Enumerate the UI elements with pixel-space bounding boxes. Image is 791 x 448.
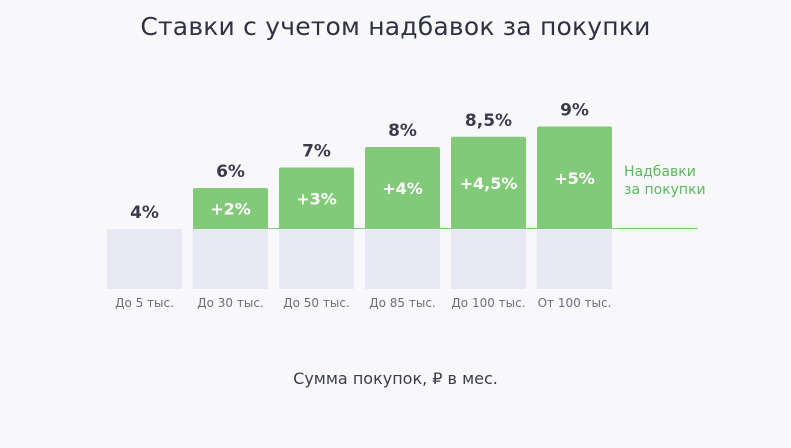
- total-rate-label: 4%: [130, 203, 159, 223]
- bonus-label: +2%: [210, 200, 251, 219]
- bonus-bar: [279, 167, 354, 229]
- bonus-label: +4,5%: [460, 174, 518, 193]
- bonus-bar: [365, 147, 440, 229]
- base-bar: [279, 229, 354, 289]
- bonus-bar: [451, 136, 526, 229]
- legend-line-2: за покупки: [624, 182, 706, 198]
- x-tick-label: До 50 тыс.: [283, 296, 350, 310]
- x-tick-label: До 5 тыс.: [115, 296, 174, 310]
- base-bar: [537, 229, 612, 289]
- total-rate-label: 9%: [560, 101, 589, 121]
- base-bar: [107, 229, 182, 289]
- bonus-label: +5%: [554, 169, 595, 188]
- chart-title: Ставки с учетом надбавок за покупки: [140, 12, 651, 41]
- x-tick-label: От 100 тыс.: [538, 296, 612, 310]
- x-tick-label: До 100 тыс.: [451, 296, 525, 310]
- bonus-bar: [193, 188, 268, 229]
- legend-line-1: Надбавки: [624, 164, 696, 180]
- bonus-label: +4%: [382, 179, 423, 198]
- base-bar: [451, 229, 526, 289]
- bonus-bar: [537, 126, 612, 229]
- base-bar: [193, 229, 268, 289]
- bonus-label: +3%: [296, 189, 337, 208]
- total-rate-label: 8,5%: [465, 111, 512, 131]
- total-rate-label: 8%: [388, 121, 417, 141]
- total-rate-label: 6%: [216, 162, 245, 182]
- base-bar: [365, 229, 440, 289]
- total-rate-label: 7%: [302, 142, 331, 162]
- x-axis-label: Сумма покупок, ₽ в мес.: [293, 369, 498, 388]
- x-tick-label: До 85 тыс.: [369, 296, 436, 310]
- x-tick-label: До 30 тыс.: [197, 296, 264, 310]
